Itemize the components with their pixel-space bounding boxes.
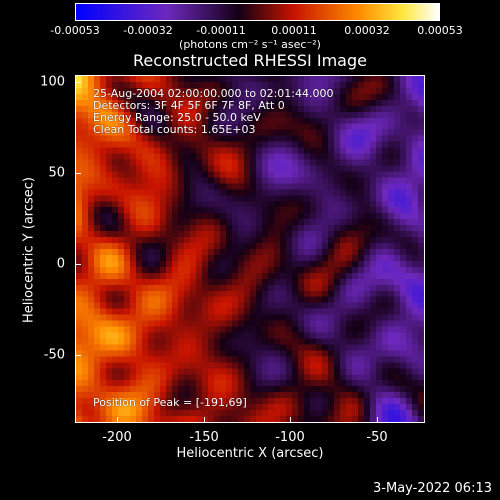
y-tick-label: 50 xyxy=(48,165,65,181)
y-tick-label: 100 xyxy=(40,74,65,90)
y-tick-label: 0 xyxy=(56,256,65,272)
x-tick-label: -150 xyxy=(189,430,219,445)
y-tickmark xyxy=(75,82,81,83)
colorbar-tick: 0.00053 xyxy=(417,24,463,37)
colorbar-units: (photons cm⁻² s⁻¹ asec⁻²) xyxy=(179,38,321,51)
colorbar-tick: 0.00011 xyxy=(271,24,317,37)
info-counts: Clean Total counts: 1.65E+03 xyxy=(93,123,256,136)
y-tickmark xyxy=(75,355,81,356)
x-tick-label: -50 xyxy=(366,430,388,445)
image-plot: 25-Aug-2004 02:00:00.000 to 02:01:44.000… xyxy=(75,75,425,423)
colorbar xyxy=(75,3,440,21)
y-tick-label: -50 xyxy=(43,347,65,363)
colorbar-tick: -0.00032 xyxy=(123,24,173,37)
colorbar-tick: -0.00011 xyxy=(196,24,246,37)
y-tickmark xyxy=(75,173,81,174)
x-tick-label: -100 xyxy=(275,430,305,445)
info-energy: Energy Range: 25.0 - 50.0 keV xyxy=(93,111,261,124)
colorbar-tick: 0.00032 xyxy=(344,24,390,37)
y-tickmark xyxy=(75,264,81,265)
x-tickmark xyxy=(204,417,205,423)
x-tickmark xyxy=(290,417,291,423)
info-time: 25-Aug-2004 02:00:00.000 to 02:01:44.000 xyxy=(93,87,334,100)
info-detectors: Detectors: 3F 4F 5F 6F 7F 8F, Att 0 xyxy=(93,99,285,112)
info-peak: Position of Peak = [-191,69] xyxy=(93,396,247,409)
x-tick-label: -200 xyxy=(102,430,132,445)
x-tickmark xyxy=(377,417,378,423)
timestamp: 3-May-2022 06:13 xyxy=(373,481,492,496)
x-axis-label: Heliocentric X (arcsec) xyxy=(176,446,324,461)
colorbar-tick: -0.00053 xyxy=(50,24,100,37)
rhessi-image xyxy=(76,76,424,422)
x-tickmark xyxy=(117,417,118,423)
y-axis-label: Heliocentric Y (arcsec) xyxy=(21,177,37,323)
image-title: Reconstructed RHESSI Image xyxy=(133,51,367,70)
